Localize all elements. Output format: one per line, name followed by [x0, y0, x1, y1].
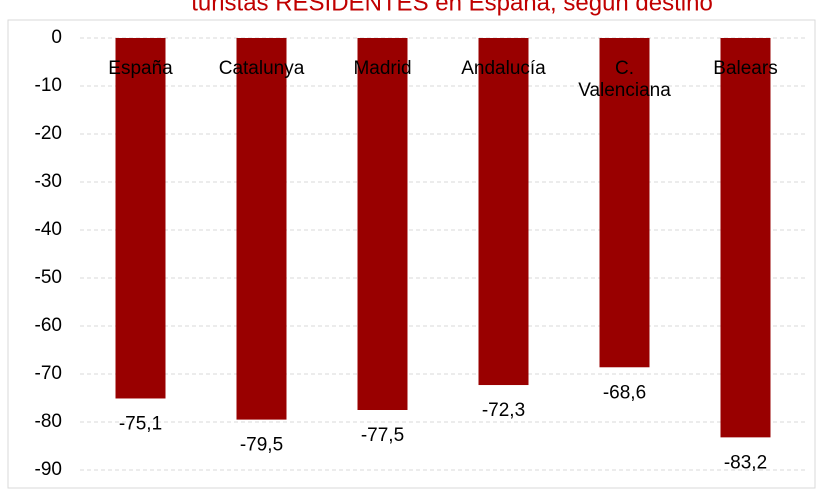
y-tick-label: -40: [35, 219, 62, 240]
x-tick-label: Catalunya: [218, 58, 305, 79]
data-label: -72,3: [482, 400, 525, 421]
bar: [599, 38, 650, 368]
y-tick-label: -80: [35, 411, 62, 432]
data-label: -79,5: [240, 435, 283, 456]
data-label: -68,6: [603, 382, 646, 403]
data-label: -75,1: [119, 413, 162, 434]
y-tick-label: -50: [35, 267, 62, 288]
data-label: -83,2: [724, 452, 767, 473]
bar: [236, 38, 287, 420]
x-tick-label: Balears: [713, 58, 778, 79]
x-tick-label: C. Valenciana: [578, 58, 671, 101]
chart-title: turistas RESIDENTES en España, según des…: [191, 0, 713, 16]
x-tick-label: Madrid: [353, 58, 412, 79]
y-tick-label: -70: [35, 363, 62, 384]
y-tick-label: -20: [35, 123, 62, 144]
bar: [478, 38, 529, 386]
bar: [115, 38, 166, 399]
bar: [720, 38, 771, 438]
y-tick-label: -60: [35, 315, 62, 336]
y-tick-label: 0: [51, 27, 62, 48]
bar: [357, 38, 408, 410]
data-label: -77,5: [361, 425, 404, 446]
x-tick-label: España: [108, 58, 173, 79]
x-tick-label: Andalucía: [461, 58, 546, 79]
y-tick-label: -10: [35, 75, 62, 96]
y-tick-label: -90: [35, 459, 62, 480]
chart-border: [7, 19, 816, 489]
y-tick-label: -30: [35, 171, 62, 192]
